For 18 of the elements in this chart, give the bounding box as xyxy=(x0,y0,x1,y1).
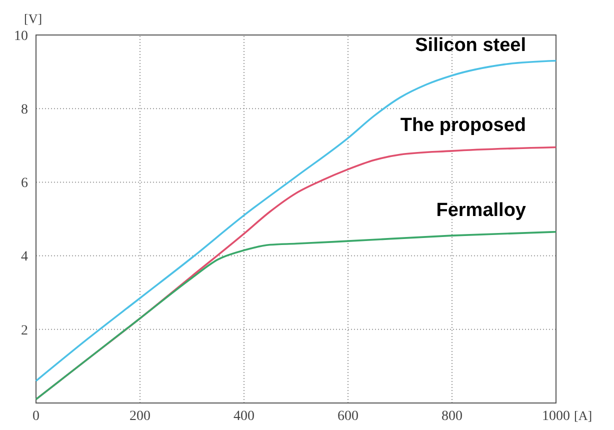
y-tick-label: 4 xyxy=(21,250,28,265)
line-series xyxy=(35,230,557,400)
y-tick-label: 10 xyxy=(14,28,28,44)
y-axis-title: [V] xyxy=(24,11,42,26)
y-tick-label: 2 xyxy=(21,323,28,338)
x-tick-label: 0 xyxy=(32,409,40,424)
y-tick-label: 6 xyxy=(21,176,28,192)
series-label: Silicon steel xyxy=(415,34,526,56)
series-label: The proposed xyxy=(400,115,526,136)
x-tick-label: 200 xyxy=(130,409,150,424)
x-tick-label: 800 xyxy=(442,409,462,424)
x-tick-label: 400 xyxy=(234,409,254,424)
line-series xyxy=(35,60,557,382)
x-tick-label: 600 xyxy=(338,409,358,424)
x-axis-title: [A] xyxy=(574,408,592,423)
y-tick-label: 8 xyxy=(21,102,28,118)
series-label: Fermalloy xyxy=(436,200,526,221)
x-tick-label: 1000 xyxy=(542,409,570,424)
